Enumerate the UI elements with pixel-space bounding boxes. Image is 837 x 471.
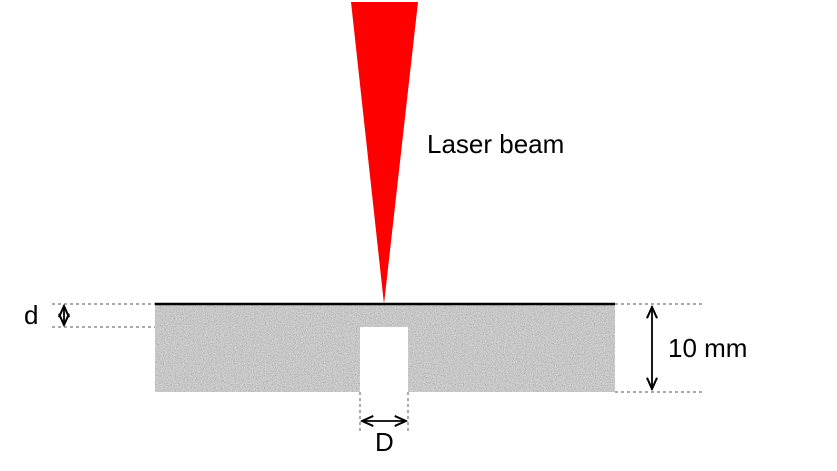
material-texture [155,304,615,392]
laser-beam-label: Laser beam [427,129,564,159]
depth-label: d [24,300,38,330]
guide-lines [52,303,705,432]
material-block [155,304,615,392]
thickness-label: 10 mm [668,333,747,363]
hole-width-label: D [375,427,394,457]
dimension-arrows [64,306,652,421]
laser-beam-cone [351,2,418,304]
